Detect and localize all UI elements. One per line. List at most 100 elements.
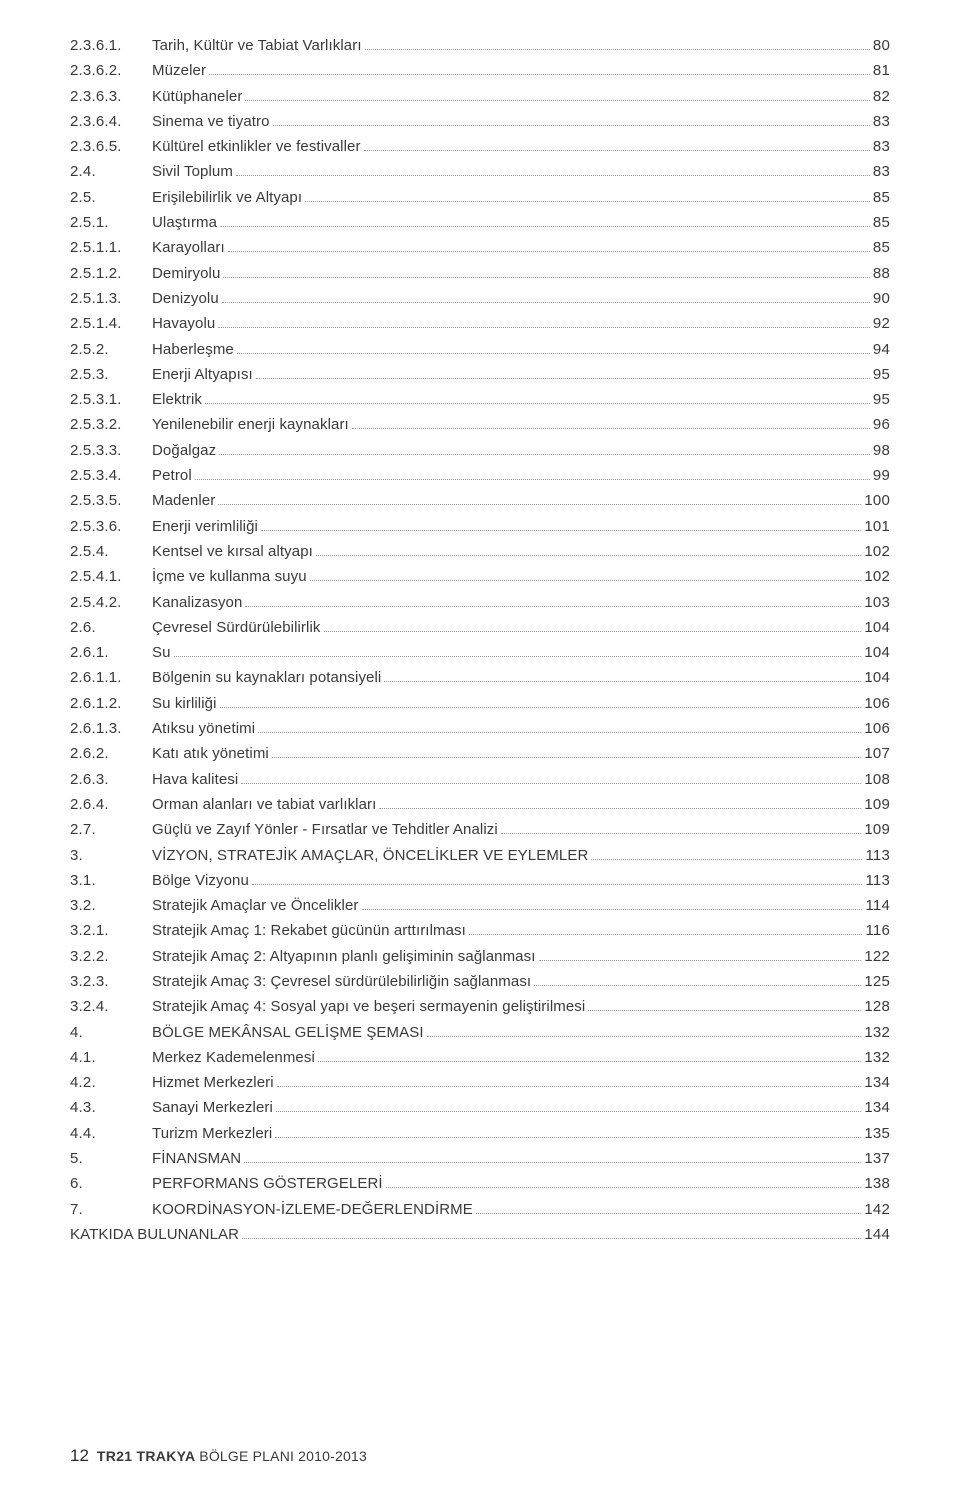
toc-entry-number: 2.5.2. — [70, 342, 152, 357]
toc-leader-dots — [318, 1061, 861, 1062]
toc-entry-number: 2.5.3.5. — [70, 493, 152, 508]
toc-row: 2.5.3.1.Elektrik95 — [70, 392, 890, 407]
toc-entry-number: 4. — [70, 1025, 152, 1040]
toc-entry-title: Stratejik Amaç 3: Çevresel sürdürülebili… — [152, 974, 531, 989]
toc-row: 2.5.2.Haberleşme94 — [70, 342, 890, 357]
toc-entry-number: 2.3.6.2. — [70, 63, 152, 78]
toc-row: 3.2.4.Stratejik Amaç 4: Sosyal yapı ve b… — [70, 999, 890, 1014]
toc-entry-page: 137 — [864, 1151, 890, 1166]
toc-leader-dots — [223, 277, 869, 278]
toc-entry-title: Tarih, Kültür ve Tabiat Varlıkları — [152, 38, 362, 53]
toc-leader-dots — [218, 504, 861, 505]
toc-entry-title: Sivil Toplum — [152, 164, 233, 179]
toc-leader-dots — [242, 1238, 861, 1239]
toc-entry-title: Stratejik Amaç 4: Sosyal yapı ve beşeri … — [152, 999, 585, 1014]
toc-entry-number: 2.5.1. — [70, 215, 152, 230]
toc-row: 3.1.Bölge Vizyonu113 — [70, 873, 890, 888]
toc-row: 4.2.Hizmet Merkezleri134 — [70, 1075, 890, 1090]
toc-entry-title: Hizmet Merkezleri — [152, 1075, 274, 1090]
toc-entry-title: Elektrik — [152, 392, 202, 407]
toc-leader-dots — [218, 327, 870, 328]
toc-leader-dots — [273, 125, 870, 126]
toc-entry-page: 83 — [873, 164, 890, 179]
toc-entry-number: 2.5.3.4. — [70, 468, 152, 483]
toc-entry-page: 122 — [864, 949, 890, 964]
toc-row: 2.3.6.5.Kültürel etkinlikler ve festival… — [70, 139, 890, 154]
toc-entry-page: 113 — [865, 873, 890, 888]
toc-entry-title: FİNANSMAN — [152, 1151, 241, 1166]
toc-leader-dots — [245, 606, 861, 607]
toc-entry-page: 138 — [864, 1176, 890, 1191]
toc-leader-dots — [352, 428, 870, 429]
toc-entry-title: Havayolu — [152, 316, 215, 331]
toc-entry-title: Sinema ve tiyatro — [152, 114, 270, 129]
toc-entry-title: Bölgenin su kaynakları potansiyeli — [152, 670, 381, 685]
page-footer: 12 TR21 TRAKYA BÖLGE PLANI 2010-2013 — [70, 1446, 367, 1466]
toc-entry-number: 3.2.3. — [70, 974, 152, 989]
toc-row: 2.3.6.1.Tarih, Kültür ve Tabiat Varlıkla… — [70, 38, 890, 53]
toc-entry-number: 2.6.3. — [70, 772, 152, 787]
toc-entry-page: 132 — [864, 1025, 890, 1040]
toc-row: 2.5.3.3.Doğalgaz98 — [70, 443, 890, 458]
toc-entry-title: Haberleşme — [152, 342, 234, 357]
toc-entry-title: Stratejik Amaç 1: Rekabet gücünün arttır… — [152, 923, 466, 938]
toc-entry-page: 102 — [864, 569, 890, 584]
toc-entry-page: 100 — [864, 493, 890, 508]
toc-leader-dots — [427, 1036, 862, 1037]
toc-entry-number: 4.3. — [70, 1100, 152, 1115]
toc-entry-page: 81 — [873, 63, 890, 78]
table-of-contents: 2.3.6.1.Tarih, Kültür ve Tabiat Varlıkla… — [70, 38, 890, 1242]
toc-entry-page: 106 — [864, 721, 890, 736]
toc-row: 7.KOORDİNASYON-İZLEME-DEĞERLENDİRME142 — [70, 1202, 890, 1217]
toc-leader-dots — [276, 1111, 861, 1112]
toc-entry-number: 4.2. — [70, 1075, 152, 1090]
toc-leader-dots — [476, 1213, 862, 1214]
toc-entry-number: 2.5.4.1. — [70, 569, 152, 584]
toc-entry-page: 101 — [864, 519, 890, 534]
toc-leader-dots — [305, 201, 870, 202]
toc-entry-title: İçme ve kullanma suyu — [152, 569, 307, 584]
toc-row: KATKIDA BULUNANLAR144 — [70, 1227, 890, 1242]
toc-row: 3.VİZYON, STRATEJİK AMAÇLAR, ÖNCELİKLER … — [70, 848, 890, 863]
toc-entry-title: Kanalizasyon — [152, 595, 242, 610]
toc-entry-page: 109 — [864, 822, 890, 837]
toc-row: 3.2.3.Stratejik Amaç 3: Çevresel sürdürü… — [70, 974, 890, 989]
toc-row: 4.BÖLGE MEKÂNSAL GELİŞME ŞEMASI132 — [70, 1025, 890, 1040]
toc-leader-dots — [539, 960, 862, 961]
toc-entry-number: 2.6.4. — [70, 797, 152, 812]
toc-entry-number: 2.7. — [70, 822, 152, 837]
toc-entry-number: 2.5.1.2. — [70, 266, 152, 281]
toc-entry-title: Bölge Vizyonu — [152, 873, 249, 888]
toc-entry-page: 114 — [865, 898, 890, 913]
toc-entry-number: 6. — [70, 1176, 152, 1191]
toc-leader-dots — [236, 175, 870, 176]
toc-row: 4.4.Turizm Merkezleri135 — [70, 1126, 890, 1141]
toc-entry-page: 107 — [864, 746, 890, 761]
toc-leader-dots — [277, 1086, 862, 1087]
toc-row: 2.3.6.4.Sinema ve tiyatro83 — [70, 114, 890, 129]
toc-entry-title: Hava kalitesi — [152, 772, 238, 787]
toc-leader-dots — [228, 251, 870, 252]
toc-entry-number: 3.2. — [70, 898, 152, 913]
toc-entry-title: Orman alanları ve tabiat varlıkları — [152, 797, 376, 812]
toc-leader-dots — [386, 1187, 862, 1188]
toc-entry-number: 2.5.3. — [70, 367, 152, 382]
toc-entry-page: 144 — [864, 1227, 890, 1242]
toc-entry-page: 95 — [873, 367, 890, 382]
toc-leader-dots — [534, 985, 861, 986]
toc-entry-page: 103 — [864, 595, 890, 610]
toc-entry-number: 7. — [70, 1202, 152, 1217]
toc-entry-title: VİZYON, STRATEJİK AMAÇLAR, ÖNCELİKLER VE… — [152, 848, 588, 863]
toc-leader-dots — [244, 1162, 861, 1163]
toc-leader-dots — [384, 681, 861, 682]
toc-entry-page: 142 — [864, 1202, 890, 1217]
toc-row: 2.5.4.2.Kanalizasyon103 — [70, 595, 890, 610]
toc-entry-number: 2.6. — [70, 620, 152, 635]
toc-entry-page: 113 — [865, 848, 890, 863]
toc-row: 2.5.1.1.Karayolları85 — [70, 240, 890, 255]
footer-page-number: 12 — [70, 1446, 89, 1466]
toc-row: 2.6.Çevresel Sürdürülebilirlik104 — [70, 620, 890, 635]
toc-row: 2.6.2.Katı atık yönetimi107 — [70, 746, 890, 761]
toc-entry-title: Su — [152, 645, 171, 660]
footer-title: TR21 TRAKYA BÖLGE PLANI 2010-2013 — [97, 1448, 367, 1464]
